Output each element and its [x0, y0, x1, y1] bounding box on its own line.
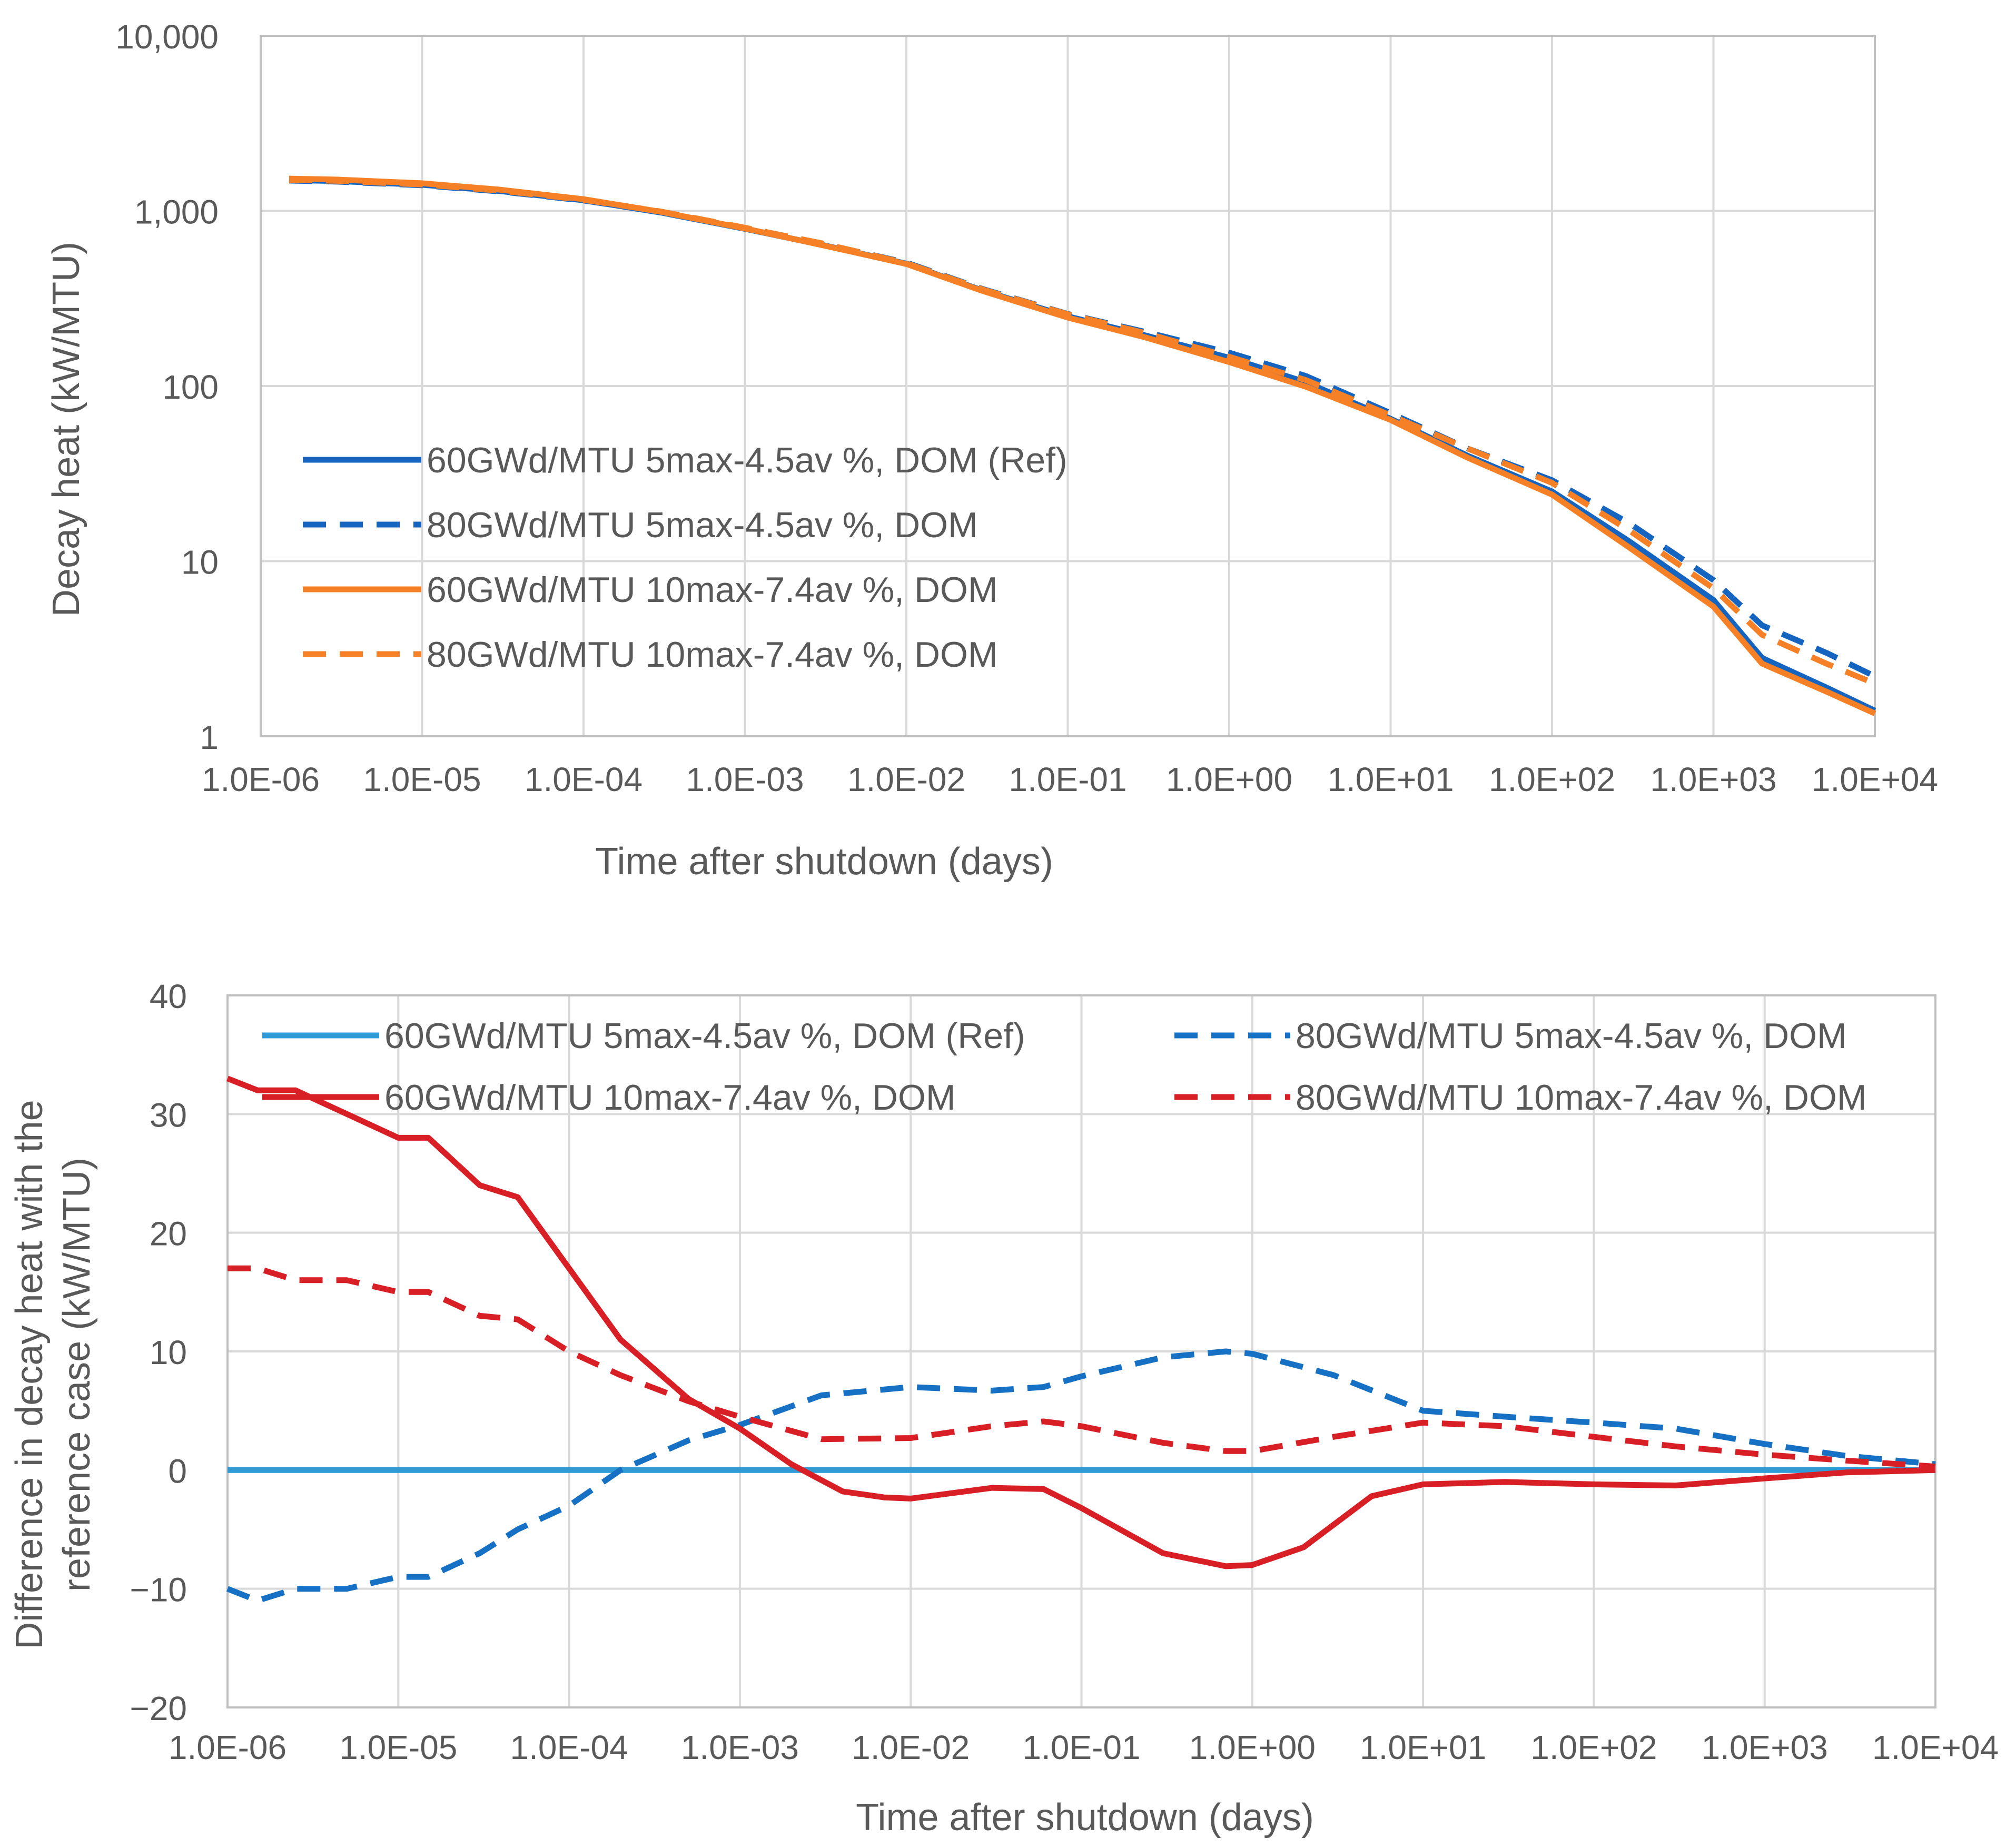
decay-heat-series-line-3 — [289, 175, 1876, 716]
difference-y-tick-label: 10 — [150, 1334, 187, 1371]
decay-heat-legend-label: 80GWd/MTU 5max-4.5av %, DOM — [427, 505, 978, 545]
decay-heat-x-tick-label: 1.0E-05 — [363, 760, 481, 798]
difference-x-tick-label: 1.0E+00 — [1189, 1729, 1316, 1766]
decay-heat-legend-label: 80GWd/MTU 10max-7.4av %, DOM — [427, 635, 997, 675]
difference-x-axis-title: Time after shutdown (days) — [856, 1796, 1314, 1839]
difference-x-tick-label: 1.0E-05 — [339, 1729, 457, 1766]
decay-heat-y-tick-label: 10,000 — [115, 18, 219, 56]
difference-y-tick-label: 40 — [150, 977, 187, 1015]
difference-series — [226, 1075, 1936, 1604]
difference-x-tick-label: 1.0E-01 — [1022, 1729, 1140, 1766]
decay-heat-x-tick-label: 1.0E-02 — [847, 760, 965, 798]
difference-x-tick-labels: 1.0E-06 1.0E-05 1.0E-04 1.0E-03 1.0E-02 1.0E-… — [169, 1729, 1999, 1766]
difference-x-tick-label: 1.0E+04 — [1872, 1729, 1999, 1766]
difference-legend-label: 60GWd/MTU 10max-7.4av %, DOM — [384, 1078, 955, 1118]
difference-y-axis-title-line-2: reference case (kW/MTU) — [56, 1158, 98, 1592]
decay-heat-x-tick-label: 1.0E+02 — [1489, 760, 1615, 798]
decay-heat-x-tick-labels: 1.0E-06 1.0E-05 1.0E-04 1.0E-03 1.0E-02 1.0E-… — [202, 760, 1938, 798]
decay-heat-x-tick-label: 1.0E+03 — [1650, 760, 1776, 798]
decay-heat-legend-entry-4: 80GWd/MTU 10max-7.4av %, DOM — [303, 635, 997, 675]
decay-heat-x-tick-label: 1.0E-06 — [202, 760, 320, 798]
difference-legend-label: 60GWd/MTU 5max-4.5av %, DOM (Ref) — [384, 1016, 1025, 1056]
difference-y-tick-label: 20 — [150, 1215, 187, 1253]
difference-series-line-4 — [228, 1265, 1936, 1470]
decay-heat-plot-area — [260, 35, 1876, 737]
decay-heat-y-tick-labels: 1 10 100 1,000 10,000 — [115, 18, 219, 756]
difference-y-tick-labels: −20 −10 0 10 20 30 40 — [130, 977, 187, 1727]
decay-heat-x-tick-label: 1.0E-01 — [1009, 760, 1126, 798]
difference-y-tick-label: 0 — [168, 1452, 187, 1490]
difference-x-tick-label: 1.0E-06 — [169, 1729, 286, 1766]
difference-y-tick-label: 30 — [150, 1096, 187, 1134]
decay-heat-legend-label: 60GWd/MTU 10max-7.4av %, DOM — [427, 570, 997, 610]
decay-heat-x-tick-label: 1.0E-03 — [686, 760, 804, 798]
difference-y-axis-title-line-1: Difference in decay heat with the — [8, 1100, 51, 1649]
difference-legend-label: 80GWd/MTU 10max-7.4av %, DOM — [1296, 1078, 1866, 1118]
decay-heat-y-tick-label: 10 — [181, 544, 219, 581]
difference-legend-entry-1: 60GWd/MTU 5max-4.5av %, DOM (Ref) — [262, 1016, 1025, 1056]
difference-x-tick-label: 1.0E+01 — [1360, 1729, 1486, 1766]
decay-heat-y-tick-label: 1,000 — [134, 193, 219, 231]
decay-heat-x-tick-label: 1.0E+00 — [1166, 760, 1292, 798]
difference-legend-entry-2: 80GWd/MTU 5max-4.5av %, DOM — [1174, 1016, 1847, 1056]
decay-heat-legend-entry-3: 60GWd/MTU 10max-7.4av %, DOM — [303, 570, 997, 610]
decay-heat-y-tick-label: 100 — [162, 368, 219, 406]
difference-plot-area — [226, 994, 1936, 1708]
decay-heat-x-tick-label: 1.0E+04 — [1812, 760, 1938, 798]
difference-legend-entry-3: 60GWd/MTU 10max-7.4av %, DOM — [262, 1078, 955, 1118]
decay-heat-series-line-4 — [289, 177, 1876, 686]
difference-series-line-2 — [226, 1348, 1936, 1604]
difference-series-line-3 — [226, 1075, 1936, 1569]
difference-y-tick-label: −10 — [130, 1571, 187, 1609]
decay-heat-series — [289, 175, 1876, 716]
decay-heat-legend-entry-1: 60GWd/MTU 5max-4.5av %, DOM (Ref) — [303, 440, 1068, 480]
decay-heat-y-axis-title: Decay heat (kW/MTU) — [45, 242, 87, 617]
difference-x-tick-label: 1.0E+03 — [1702, 1729, 1828, 1766]
decay-heat-legend: 60GWd/MTU 5max-4.5av %, DOM (Ref) 80GWd/M… — [303, 440, 1068, 675]
difference-legend-label: 80GWd/MTU 5max-4.5av %, DOM — [1296, 1016, 1847, 1056]
difference-x-tick-label: 1.0E-04 — [510, 1729, 628, 1766]
decay-heat-legend-label: 60GWd/MTU 5max-4.5av %, DOM (Ref) — [427, 440, 1068, 480]
difference-x-tick-label: 1.0E+02 — [1530, 1729, 1657, 1766]
decay-heat-x-axis-title: Time after shutdown (days) — [595, 841, 1053, 883]
difference-legend-entry-4: 80GWd/MTU 10max-7.4av %, DOM — [1174, 1078, 1866, 1118]
decay-heat-x-tick-label: 1.0E-04 — [525, 760, 643, 798]
difference-x-tick-label: 1.0E-02 — [852, 1729, 970, 1766]
decay-heat-legend-entry-2: 80GWd/MTU 5max-4.5av %, DOM — [303, 505, 978, 545]
difference-y-tick-label: −20 — [130, 1690, 187, 1727]
difference-x-tick-label: 1.0E-03 — [681, 1729, 799, 1766]
decay-heat-x-tick-label: 1.0E+01 — [1327, 760, 1454, 798]
decay-heat-y-tick-label: 1 — [200, 718, 219, 756]
difference-legend: 60GWd/MTU 5max-4.5av %, DOM (Ref) 80GWd/M… — [262, 1016, 1866, 1118]
